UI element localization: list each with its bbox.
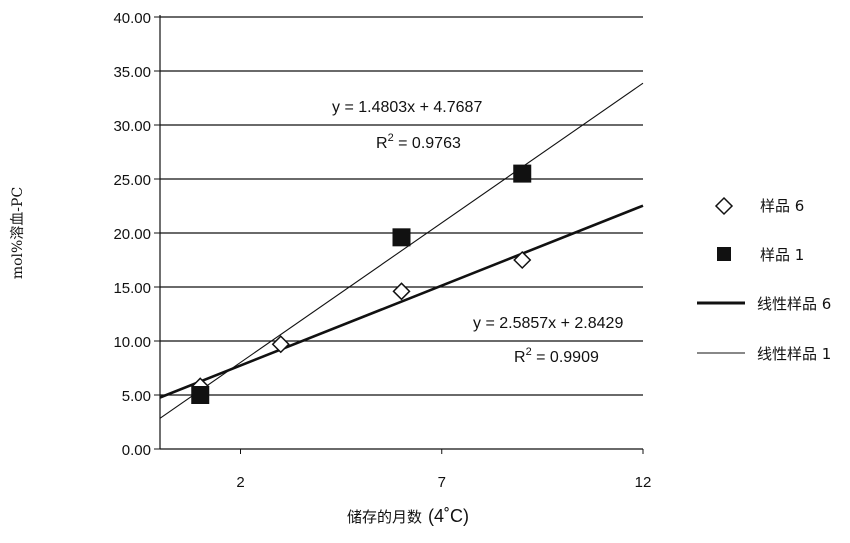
y-tick-label-8: 40.00 xyxy=(113,10,151,27)
point-square-2 xyxy=(513,164,532,183)
r2-sample-1: R2 = 0.9763 xyxy=(376,132,461,152)
legend-label-sample-1: 样品 1 xyxy=(760,246,804,264)
grid xyxy=(154,15,644,454)
legend-label-linear-sample-6: 线性样品 6 xyxy=(757,295,831,313)
point-diamond-1 xyxy=(271,335,290,354)
trendlines xyxy=(159,82,644,419)
x-tick-label-0: 2 xyxy=(236,474,244,491)
point-square-1 xyxy=(392,228,411,247)
y-tick-label-6: 30.00 xyxy=(113,118,151,135)
y-tick-label-2: 10.00 xyxy=(113,334,151,351)
point-diamond-2 xyxy=(392,282,411,301)
x-axis-label: 储存的月数 (4˚C) xyxy=(347,506,469,526)
trendline-1 xyxy=(159,82,644,419)
x-tick-labels: 2 7 12 xyxy=(236,474,651,491)
equation-sample-6: y = 2.5857x + 2.8429 xyxy=(473,315,623,332)
r2-sample-6: R2 = 0.9909 xyxy=(514,346,599,366)
y-axis-label: mol%溶血-PC xyxy=(10,187,26,279)
y-tick-label-1: 5.00 xyxy=(122,388,151,405)
y-tick-label-7: 35.00 xyxy=(113,64,151,81)
x-tick-label-2: 12 xyxy=(635,474,652,491)
y-tick-label-0: 0.00 xyxy=(122,442,151,459)
y-tick-label-4: 20.00 xyxy=(113,226,151,243)
y-tick-labels: 0.00 5.00 10.00 15.00 20.00 25.00 30.00 35.00 40… xyxy=(113,10,151,459)
equation-sample-1: y = 1.4803x + 4.7687 xyxy=(332,99,482,116)
y-tick-label-3: 15.00 xyxy=(113,280,151,297)
legend-diamond-marker xyxy=(714,196,734,216)
legend: 样品 6 样品 1 线性样品 6 线性样品 1 xyxy=(697,196,831,363)
point-square-0 xyxy=(191,386,210,404)
data-points xyxy=(191,164,532,404)
y-tick-label-5: 25.00 xyxy=(113,172,151,189)
legend-label-linear-sample-1: 线性样品 1 xyxy=(757,345,831,363)
x-tick-label-1: 7 xyxy=(438,474,446,491)
legend-label-sample-6: 样品 6 xyxy=(760,197,804,215)
point-diamond-3 xyxy=(513,250,532,270)
trendline-0 xyxy=(159,204,644,399)
legend-square-marker xyxy=(717,247,731,261)
